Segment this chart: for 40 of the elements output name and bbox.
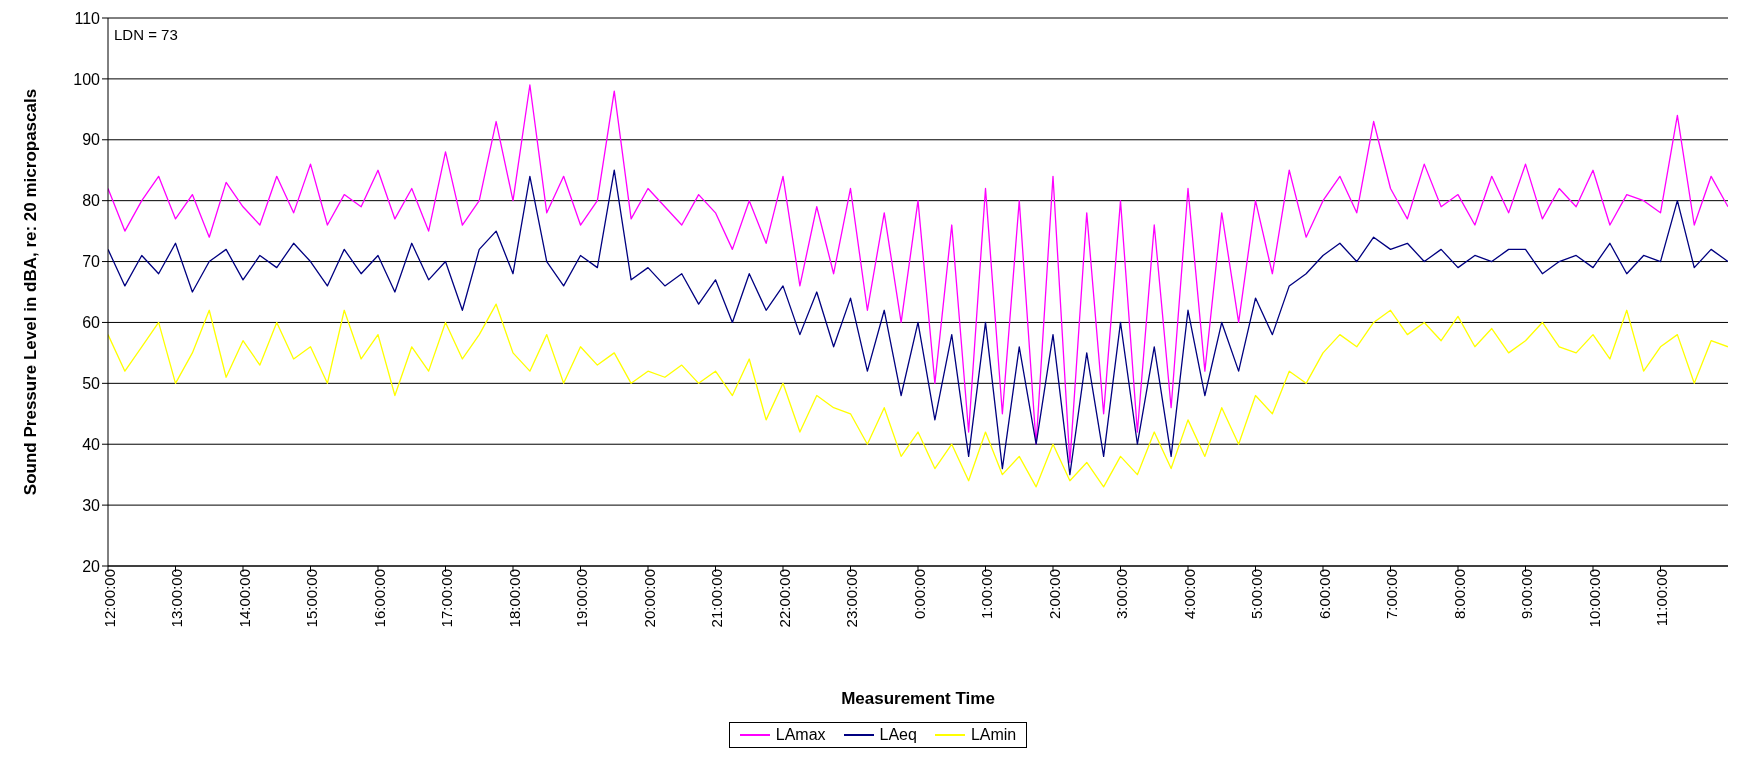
x-tick-label: 6:00:00 bbox=[1315, 569, 1333, 620]
x-tick-label: 20:00:00 bbox=[640, 569, 658, 628]
x-tick-label: 22:00:00 bbox=[775, 569, 793, 628]
x-axis-title: Measurement Time bbox=[841, 689, 995, 708]
x-tick-label: 9:00:00 bbox=[1518, 569, 1536, 620]
x-tick-label: 7:00:00 bbox=[1383, 569, 1401, 620]
y-tick-label: 70 bbox=[82, 253, 101, 271]
x-tick-label: 19:00:00 bbox=[573, 569, 591, 628]
legend-label: LAmax bbox=[775, 726, 826, 744]
x-tick-label: 4:00:00 bbox=[1180, 569, 1198, 620]
x-tick-label: 2:00:00 bbox=[1045, 569, 1063, 620]
y-tick-label: 90 bbox=[82, 131, 101, 149]
x-tick-label: 14:00:00 bbox=[235, 569, 253, 628]
y-axis-title: Sound Pressure Level in dBA, re: 20 micropascals bbox=[21, 88, 41, 496]
y-tick-label: 20 bbox=[82, 557, 101, 575]
y-tick-label: 100 bbox=[73, 70, 101, 88]
y-tick-label: 50 bbox=[82, 375, 101, 393]
x-tick-label: 18:00:00 bbox=[505, 569, 523, 628]
x-tick-label: 11:00:00 bbox=[1653, 569, 1671, 627]
x-tick-label: 17:00:00 bbox=[438, 569, 456, 628]
x-tick-label: 13:00:00 bbox=[168, 569, 186, 628]
legend-label: LAmin bbox=[970, 726, 1017, 744]
legend-label: LAeq bbox=[879, 726, 917, 744]
x-tick-label: 5:00:00 bbox=[1248, 569, 1266, 620]
annotation: LDN = 73 bbox=[114, 26, 178, 43]
y-tick-label: 60 bbox=[82, 314, 101, 332]
x-tick-label: 23:00:00 bbox=[843, 569, 861, 628]
x-tick-label: 21:00:00 bbox=[708, 569, 726, 628]
x-tick-label: 8:00:00 bbox=[1450, 569, 1468, 620]
x-tick-label: 3:00:00 bbox=[1113, 569, 1131, 620]
y-tick-label: 80 bbox=[82, 192, 101, 210]
x-tick-label: 12:00:00 bbox=[100, 569, 118, 628]
x-tick-label: 16:00:00 bbox=[370, 569, 388, 628]
y-tick-label: 30 bbox=[82, 496, 101, 514]
x-tick-label: 10:00:00 bbox=[1585, 569, 1603, 628]
x-tick-label: 0:00:00 bbox=[910, 569, 928, 620]
y-tick-label: 110 bbox=[74, 9, 101, 27]
x-tick-label: 1:00:00 bbox=[978, 569, 996, 620]
x-tick-label: 15:00:00 bbox=[303, 569, 321, 628]
y-tick-label: 40 bbox=[82, 435, 101, 453]
